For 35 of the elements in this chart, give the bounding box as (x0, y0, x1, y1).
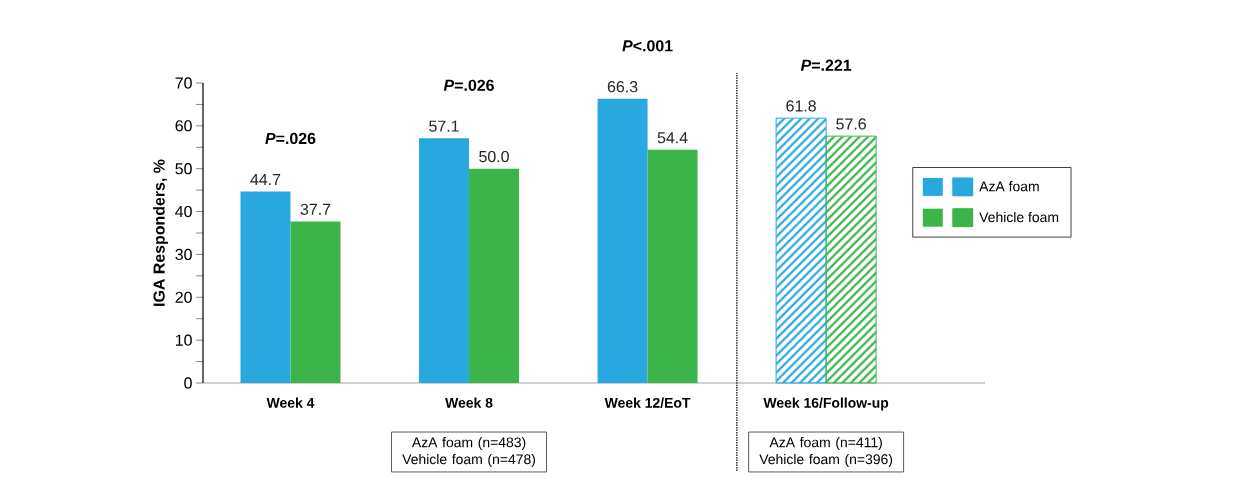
legend-label: AzA foam (979, 181, 1039, 192)
data-label: 57.1 (429, 120, 459, 132)
data-label: 50.0 (479, 150, 509, 163)
bar (597, 98, 648, 383)
bar (647, 149, 698, 383)
bar (469, 168, 520, 383)
y-tick-label: 40 (175, 205, 192, 218)
text: P<.001 (622, 40, 673, 52)
y-tick-label: 70 (175, 77, 192, 89)
bar (240, 191, 291, 383)
data-label: 37.7 (300, 203, 331, 215)
y-axis-title: IGA Responders, % (153, 159, 168, 306)
y-tick-label: 0 (184, 377, 192, 389)
y-tick-label: 50 (175, 163, 192, 175)
data-label: 44.7 (250, 173, 281, 185)
y-tick-label: 10 (175, 334, 192, 346)
x-tick-label: Week 12/EoT (604, 397, 691, 408)
y-tick-label: 20 (175, 291, 192, 303)
annotation: P=.026 (265, 132, 316, 145)
data-label: 61.8 (786, 100, 816, 112)
bar (290, 221, 341, 383)
text: AzA foam (n=483) Vehicle foam (n=478) (402, 437, 536, 467)
x-tick-label: Week 4 (266, 397, 315, 408)
data-label: 57.6 (836, 118, 866, 130)
bar (419, 138, 470, 383)
y-tick-label: 60 (175, 120, 192, 132)
legend-label: Vehicle foam (979, 211, 1059, 223)
text: AzA foam (n=411) Vehicle foam (n=396) (759, 437, 893, 467)
x-tick-label: Week 16/Follow-up (763, 397, 889, 411)
data-label: 54.4 (657, 132, 688, 144)
annotation: P=.026 (443, 79, 494, 91)
x-tick-label: Week 8 (445, 397, 493, 408)
y-tick-label: 30 (175, 248, 192, 261)
text: P=.221 (800, 59, 852, 71)
data-label: 66.3 (607, 81, 638, 93)
